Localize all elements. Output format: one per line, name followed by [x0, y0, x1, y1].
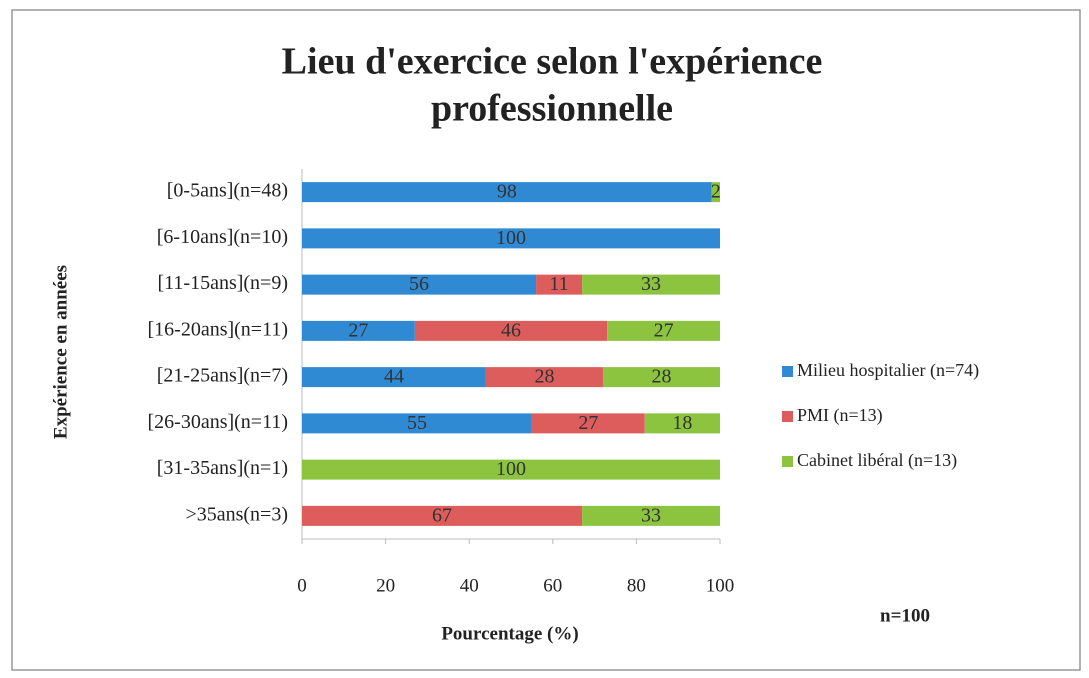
- bar-segment: [536, 274, 583, 295]
- bar-segment: [302, 505, 583, 526]
- x-tick-label: 20: [376, 575, 395, 596]
- data-label: 98: [497, 181, 517, 203]
- bar-segment: [302, 274, 537, 295]
- bar-segment: [711, 182, 720, 203]
- data-label: 100: [496, 227, 526, 249]
- data-label: 18: [672, 412, 692, 434]
- bar-segment: [644, 413, 720, 434]
- bar-segment: [302, 228, 720, 249]
- x-tick-label: 60: [543, 575, 562, 596]
- data-label: 2: [711, 181, 721, 203]
- data-label: 55: [407, 412, 427, 434]
- y-axis-label: Expérience en années: [50, 265, 71, 439]
- y-tick-label: [31-35ans](n=1): [157, 457, 288, 479]
- data-label: 67: [432, 504, 452, 526]
- bar-segment: [302, 182, 712, 203]
- data-label: 28: [534, 366, 554, 388]
- legend-swatch: [782, 366, 793, 377]
- data-label: 46: [501, 319, 521, 341]
- data-label: 56: [409, 273, 429, 295]
- bar-segment: [607, 320, 720, 341]
- x-tick-label: 40: [460, 575, 479, 596]
- bar-segment: [302, 413, 532, 434]
- data-label: 100: [496, 458, 526, 480]
- data-label: 27: [348, 319, 368, 341]
- legend-swatch: [782, 411, 793, 422]
- legend-label: PMI (n=13): [797, 405, 883, 426]
- x-tick-label: 100: [706, 575, 735, 596]
- data-label: 33: [641, 273, 661, 295]
- bar-segment: [602, 367, 720, 388]
- y-tick-label: >35ans(n=3): [185, 503, 288, 525]
- bar-segment: [485, 367, 603, 388]
- x-tick-label: 80: [627, 575, 646, 596]
- chart-title: Lieu d'exercice selon l'expérience: [282, 41, 823, 83]
- bar-segment: [531, 413, 645, 434]
- bar-segment: [582, 274, 720, 295]
- bar-segment: [302, 459, 720, 480]
- bar-segment: [302, 320, 415, 341]
- y-tick-label: [26-30ans](n=11): [148, 411, 289, 433]
- bar-segment: [582, 505, 720, 526]
- data-label: 27: [654, 319, 674, 341]
- annotation: n=100: [880, 605, 930, 626]
- y-tick-label: [6-10ans](n=10): [157, 226, 288, 248]
- data-label: 27: [578, 412, 598, 434]
- y-tick-label: [16-20ans](n=11): [148, 318, 289, 340]
- x-axis-label: Pourcentage (%): [441, 623, 578, 644]
- legend-label: Cabinet libéral (n=13): [797, 450, 957, 471]
- legend-swatch: [782, 456, 793, 467]
- x-tick-label: 0: [297, 575, 307, 596]
- bar-segment: [414, 320, 608, 341]
- chart-title: professionnelle: [431, 88, 673, 130]
- data-label: 28: [651, 366, 671, 388]
- legend-label: Milieu hospitalier (n=74): [797, 360, 979, 381]
- y-tick-label: [11-15ans](n=9): [158, 272, 289, 294]
- bar-segment: [302, 367, 486, 388]
- data-label: 11: [549, 273, 568, 295]
- y-tick-label: [21-25ans](n=7): [157, 365, 288, 387]
- y-tick-label: [0-5ans](n=48): [167, 180, 288, 202]
- data-label: 33: [641, 504, 661, 526]
- data-label: 44: [384, 366, 404, 388]
